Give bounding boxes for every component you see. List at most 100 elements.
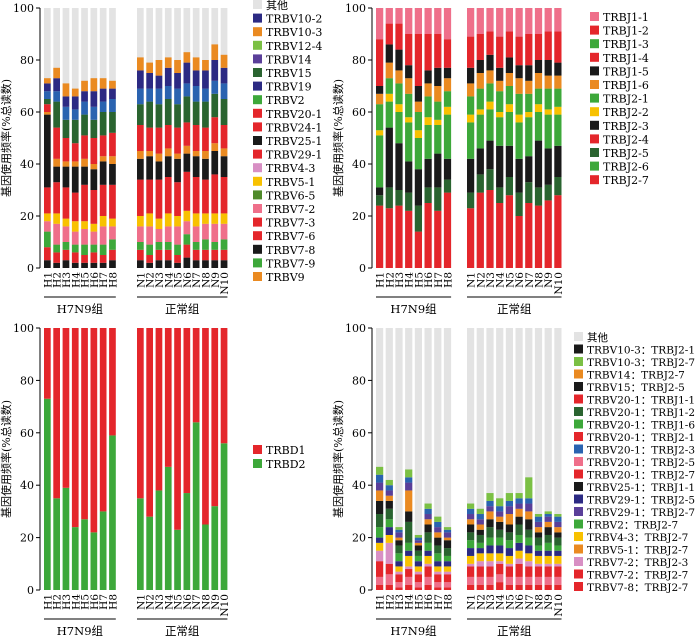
bar-segment-H7 [434, 553, 442, 562]
x-tick-label: N4 [163, 594, 175, 610]
legend-label: TRBV9 [266, 271, 305, 284]
bar-segment-N7 [192, 328, 200, 423]
y-tick-label: 40 [352, 158, 366, 171]
bar-segment-N2 [476, 514, 484, 520]
bar-segment-H2 [385, 563, 393, 575]
legend-swatch [253, 122, 262, 132]
bar-segment-H3 [62, 166, 70, 188]
bar-segment-N2 [476, 524, 484, 530]
bar-segment-H4 [71, 161, 79, 167]
bar-segment-N10 [220, 148, 228, 157]
bar-segment-N4 [164, 57, 172, 68]
bar-segment-N9 [211, 143, 219, 151]
legend-swatch [574, 582, 583, 591]
bar-segment-H7 [434, 545, 442, 554]
bar-segment-H4 [405, 477, 413, 483]
bar-segment-H5 [81, 80, 88, 92]
bar-segment-N2 [476, 192, 484, 268]
bar-segment-N8 [202, 151, 209, 159]
x-tick-label: H5 [80, 272, 92, 288]
bar-segment-N4 [496, 516, 504, 522]
bar-segment-H8 [109, 218, 116, 227]
bar-segment-H7 [434, 561, 442, 567]
bar-other-N10 [554, 328, 562, 590]
bar-segment-H5 [81, 135, 88, 159]
bar-segment-H4 [405, 65, 413, 79]
legend-swatch [574, 419, 583, 429]
bar-segment-N2 [146, 88, 153, 102]
bar-segment-H7 [99, 101, 107, 112]
legend-label: TRBJ2-6 [603, 161, 649, 174]
x-tick-label: N9 [543, 594, 555, 610]
bar-segment-N4 [496, 537, 504, 546]
bar-other-N1 [467, 328, 475, 590]
bar-segment-N4 [496, 582, 504, 590]
bar-other-N4 [496, 328, 504, 590]
bar-segment-H3 [395, 143, 403, 190]
x-tick-label: N1 [466, 272, 478, 288]
legend-label: TRBV10-3：TRBJ2-7 [587, 357, 695, 369]
bar-segment-H5 [414, 112, 422, 131]
bar-segment-N2 [476, 148, 484, 175]
bar-segment-N4 [496, 112, 504, 118]
bar-segment-N9 [211, 151, 219, 175]
x-tick-label: H4 [404, 272, 416, 288]
legend-label: TRBV7-3 [266, 217, 315, 230]
bar-segment-N10 [220, 223, 228, 240]
legend-swatch [574, 557, 583, 566]
bar-segment-H6 [424, 566, 432, 577]
bar-segment-N9 [211, 223, 219, 242]
bar-segment-H1 [44, 231, 51, 248]
bar-segment-H2 [385, 8, 393, 24]
bar-segment-N6 [183, 171, 191, 211]
bar-segment-N8 [534, 555, 543, 564]
bar-segment-N7 [192, 422, 200, 590]
bar-segment-H8 [443, 192, 452, 268]
x-tick-label: H2 [384, 272, 396, 288]
legend-label: TRBV7-6 [266, 230, 315, 243]
y-tick-label: 0 [359, 262, 366, 275]
bar-segment-N4 [496, 506, 504, 512]
bar-segment-N5 [505, 493, 513, 501]
bar-segment-N10 [554, 563, 562, 567]
bar-segment-N10 [220, 239, 228, 250]
x-tick-label: H6 [423, 594, 435, 610]
bar-segment-H3 [395, 49, 403, 71]
x-tick-label: H8 [107, 594, 119, 610]
bar-segment-H3 [62, 260, 70, 268]
bar-segment-H1 [376, 490, 384, 501]
legend-swatch [574, 344, 583, 354]
y-tick-label: 60 [352, 427, 366, 440]
bar-segment-N9 [544, 542, 552, 551]
chart-panel-trbj: 0 20 40 60 80 100 基因使用频率(%总读数) H1H2H3H4H5H6H7H8… [331, 2, 649, 316]
legend-swatch [253, 445, 262, 454]
bar-segment-N6 [515, 503, 523, 509]
legend-label: TRBV29-1：TRBJ2-7 [587, 507, 695, 519]
bar-segment-H2 [385, 584, 393, 590]
legend-swatch [574, 494, 583, 504]
y-tick-label: 100 [13, 2, 34, 15]
x-tick-label: N9 [543, 272, 555, 288]
x-tick-label: N5 [173, 594, 185, 610]
bar-segment-H7 [434, 582, 442, 588]
bar-segment-H6 [424, 519, 432, 525]
bar-segment-N9 [544, 60, 552, 76]
bar-segment-H5 [81, 91, 88, 102]
x-tick-label: N5 [504, 272, 516, 288]
y-axis-title: 基因使用频率(%总读数) [0, 400, 13, 518]
bar-segment-N6 [515, 550, 523, 559]
bar-segment-H7 [434, 34, 442, 68]
bar-segment-N1 [467, 566, 475, 577]
bar-segment-H1 [376, 542, 384, 551]
bar-other-H2 [385, 328, 393, 590]
bar-segment-H4 [405, 550, 413, 556]
bar-segment-N6 [515, 498, 523, 504]
bar-segment-N1 [137, 260, 144, 268]
x-tick-label: H3 [61, 272, 73, 288]
bar-segment-N1 [467, 158, 475, 193]
bar-segment-H4 [405, 569, 413, 577]
bar-segment-N8 [202, 239, 209, 250]
x-tick-label: N8 [534, 272, 546, 288]
bar-segment-H6 [90, 138, 98, 164]
bar-segment-N5 [505, 112, 513, 146]
